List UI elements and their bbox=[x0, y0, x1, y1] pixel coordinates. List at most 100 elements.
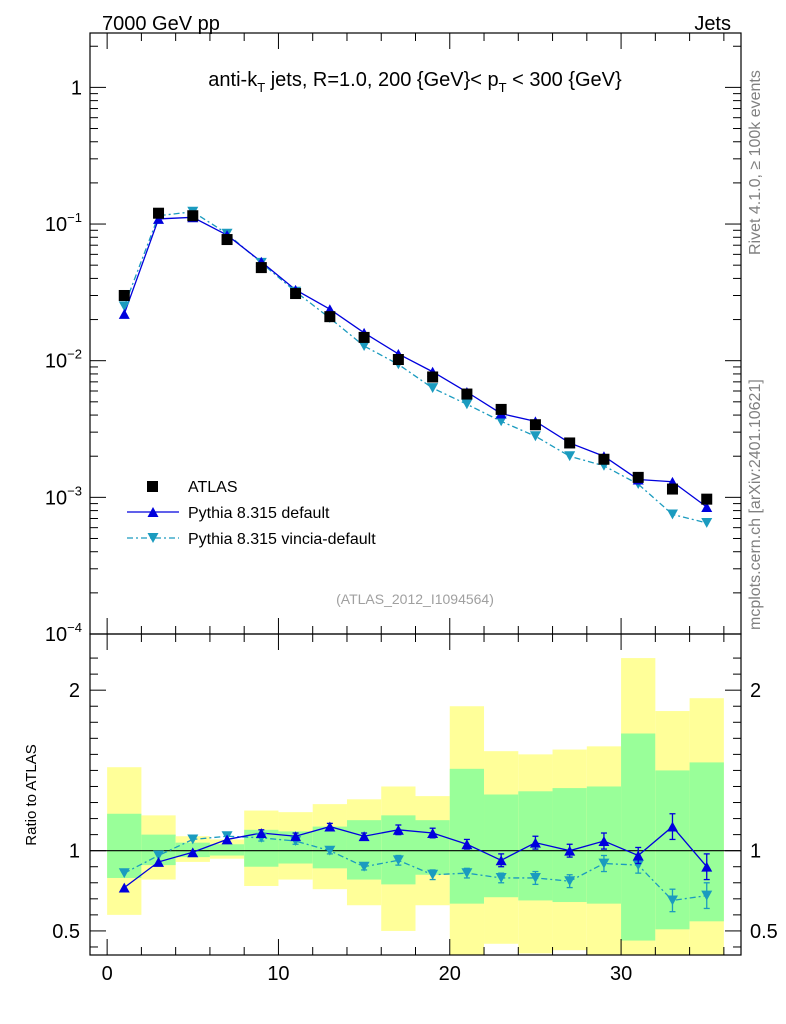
point-atlas bbox=[564, 437, 576, 449]
point-vincia bbox=[701, 517, 713, 528]
y-tick-label: 10−3 bbox=[45, 483, 82, 509]
point-default bbox=[701, 502, 713, 512]
y-tick-label: 10−4 bbox=[45, 620, 82, 646]
series-line-vincia bbox=[123, 211, 707, 524]
ratio-point-vincia bbox=[495, 873, 507, 883]
band-green bbox=[107, 813, 142, 878]
header-right: Jets bbox=[694, 13, 731, 35]
mcplots-label: mcplots.cern.ch [arXiv:2401.10621] bbox=[747, 379, 764, 630]
point-vincia bbox=[495, 416, 507, 427]
ratio-point-default bbox=[118, 882, 130, 893]
ratio-point-default bbox=[290, 831, 302, 842]
ratio-point-vincia bbox=[529, 873, 541, 883]
y-tick-label: 10−2 bbox=[45, 347, 82, 373]
ratio-y-tick-label: 2 bbox=[69, 680, 80, 702]
point-vincia bbox=[358, 341, 370, 351]
point-vincia bbox=[118, 301, 130, 312]
point-default bbox=[153, 213, 165, 224]
ratio-point-vincia bbox=[701, 890, 713, 901]
ratio-point-default bbox=[598, 836, 610, 846]
x-tick-label: 20 bbox=[439, 963, 461, 985]
ratio-point-default bbox=[564, 845, 576, 856]
point-atlas bbox=[290, 288, 302, 300]
main-plot-panel: 110−110−210−310−4 anti-kT jets, R=1.0, 2… bbox=[45, 32, 742, 646]
y-tick-label-base: 10 bbox=[45, 624, 67, 646]
ratio-point-default bbox=[632, 850, 644, 861]
main-plot-ticks: 110−110−210−310−4 bbox=[45, 33, 741, 646]
y-tick-label-exponent: −4 bbox=[67, 620, 82, 635]
point-atlas bbox=[666, 483, 678, 495]
point-default bbox=[118, 308, 130, 319]
ratio-line-default bbox=[123, 825, 708, 889]
point-atlas bbox=[118, 289, 130, 301]
ratio-y-tick-label-right: 1 bbox=[750, 841, 761, 863]
ratio-y-tick-label-right: 2 bbox=[750, 680, 761, 702]
ratio-point-default bbox=[324, 821, 336, 832]
ratio-point-vincia bbox=[427, 869, 439, 880]
ratio-point-vincia bbox=[187, 834, 199, 845]
point-atlas bbox=[701, 493, 713, 505]
analysis-label: (ATLAS_2012_I1094564) bbox=[336, 591, 494, 607]
title-sub-1: T bbox=[257, 80, 265, 95]
ratio-point-vincia bbox=[632, 860, 644, 871]
point-atlas bbox=[187, 210, 199, 222]
title-part-pre: anti-k bbox=[208, 69, 258, 91]
point-atlas bbox=[324, 311, 336, 323]
ratio-ylabel: Ratio to ATLAS bbox=[23, 744, 40, 845]
ratio-y-tick-label: 0.5 bbox=[52, 921, 80, 943]
point-atlas bbox=[529, 419, 541, 431]
ratio-bands bbox=[107, 658, 724, 955]
point-atlas bbox=[358, 331, 370, 343]
y-tick-label-exponent: −3 bbox=[67, 483, 82, 498]
point-vincia bbox=[666, 509, 678, 520]
ratio-point-default bbox=[427, 828, 439, 838]
legend-label-vincia: Pythia 8.315 vincia-default bbox=[188, 531, 376, 548]
point-atlas bbox=[255, 262, 267, 274]
band-green bbox=[449, 768, 485, 904]
ratio-point-vincia bbox=[564, 876, 576, 887]
ratio-point-default bbox=[392, 824, 404, 835]
ratio-point-default bbox=[495, 855, 507, 866]
legend: ATLAS Pythia 8.315 default Pythia 8.315 … bbox=[127, 479, 376, 548]
ratio-point-vincia bbox=[358, 861, 370, 872]
point-atlas bbox=[598, 453, 610, 465]
ratio-point-vincia bbox=[153, 850, 165, 861]
point-vincia bbox=[427, 383, 439, 394]
point-atlas bbox=[632, 471, 644, 483]
ratio-y-tick-label: 1 bbox=[69, 841, 80, 863]
ratio-point-default bbox=[255, 828, 267, 838]
point-atlas bbox=[427, 371, 439, 383]
y-tick-label: 1 bbox=[71, 77, 82, 99]
ratio-point-default bbox=[701, 861, 713, 872]
ratio-plot-panel: 0.5 0.51 12 20 10 20 30 Ratio to ATLAS bbox=[23, 633, 778, 985]
main-plot-title: anti-kT jets, R=1.0, 200 {GeV}< pT < 300… bbox=[208, 69, 622, 95]
ratio-line-vincia bbox=[123, 835, 707, 902]
series-line-default bbox=[123, 216, 708, 508]
y-tick-label-exponent: −1 bbox=[67, 210, 82, 225]
header-left: 7000 GeV pp bbox=[102, 13, 220, 35]
legend-label-atlas: ATLAS bbox=[188, 479, 238, 496]
ratio-point-vincia bbox=[461, 868, 473, 879]
ratio-point-vincia bbox=[392, 855, 404, 866]
ratio-point-default bbox=[221, 834, 233, 845]
y-tick-label-base: 10 bbox=[45, 214, 67, 236]
x-tick-label: 10 bbox=[267, 963, 289, 985]
x-tick-label: 0 bbox=[102, 963, 113, 985]
point-vincia bbox=[461, 399, 473, 410]
y-tick-label-exponent: −2 bbox=[67, 347, 82, 362]
band-green bbox=[621, 733, 656, 941]
ratio-plot-ticks: 0.5 0.51 12 20 10 20 30 bbox=[52, 634, 778, 985]
ratio-point-vincia bbox=[118, 868, 130, 879]
ratio-point-vincia bbox=[666, 895, 678, 906]
ratio-plot-marks bbox=[118, 813, 713, 913]
point-vincia bbox=[529, 431, 541, 442]
point-vincia bbox=[564, 451, 576, 462]
point-atlas bbox=[495, 403, 507, 415]
ratio-point-vincia bbox=[324, 845, 336, 856]
main-plot-marks bbox=[118, 206, 713, 528]
point-atlas bbox=[392, 354, 404, 366]
title-part-post: < 300 {GeV} bbox=[507, 69, 622, 91]
y-tick-label: 10−1 bbox=[45, 210, 82, 236]
y-tick-label-base: 1 bbox=[71, 77, 82, 99]
ratio-point-vincia bbox=[598, 858, 610, 869]
